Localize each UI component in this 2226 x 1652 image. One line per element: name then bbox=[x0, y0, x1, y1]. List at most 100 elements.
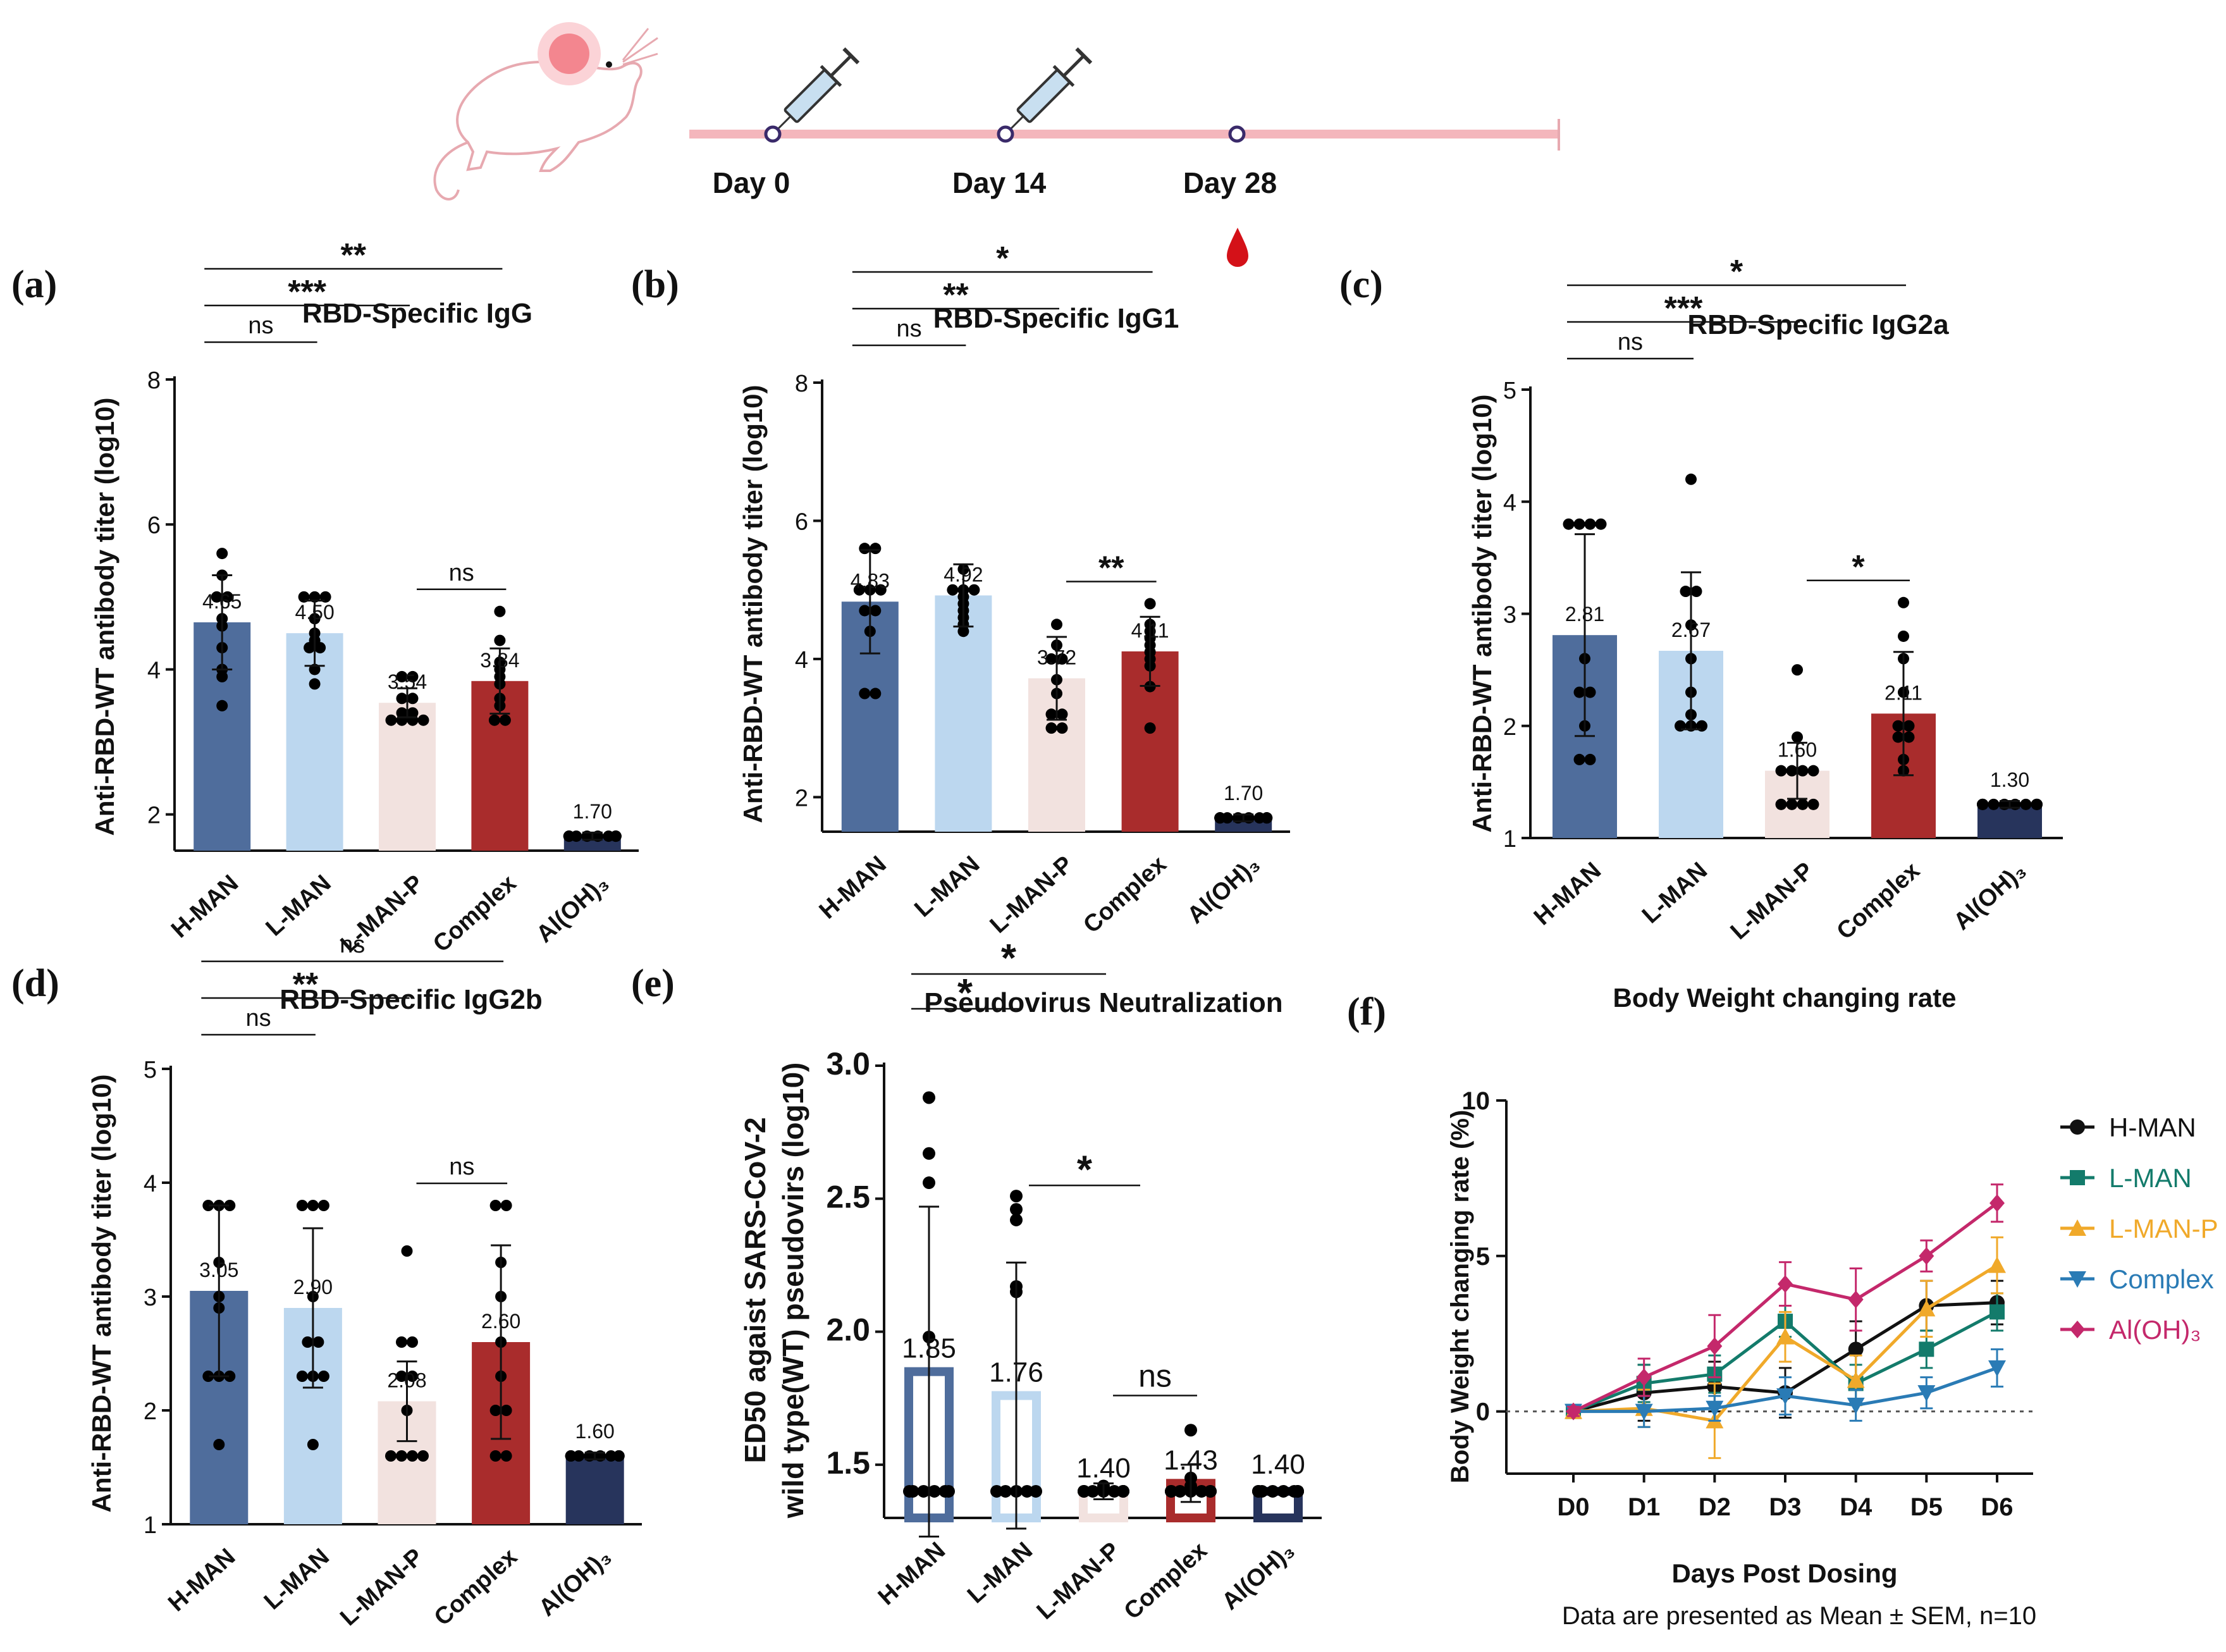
data-point bbox=[1786, 765, 1798, 777]
series-marker bbox=[1917, 1385, 1936, 1402]
chart-title: RBD-Specific IgG2a bbox=[1687, 309, 1949, 340]
data-point bbox=[494, 634, 506, 646]
data-point bbox=[957, 626, 969, 638]
data-point bbox=[307, 1200, 319, 1211]
data-label: 2.67 bbox=[1671, 619, 1711, 641]
line-series bbox=[1566, 1183, 2005, 1421]
y-tick-label: 6 bbox=[795, 509, 808, 535]
data-point bbox=[870, 543, 882, 555]
data-point bbox=[499, 714, 511, 726]
data-point bbox=[1117, 1484, 1129, 1498]
data-point bbox=[870, 605, 882, 617]
data-point bbox=[396, 1450, 407, 1462]
category-label: H-MAN bbox=[163, 1543, 240, 1617]
category-label: Al(OH)₃ bbox=[531, 870, 614, 947]
chart-title: RBD-Specific IgG1 bbox=[933, 303, 1179, 334]
y-tick-label: 1.5 bbox=[826, 1445, 870, 1481]
category-label: H-MAN bbox=[815, 851, 892, 924]
data-label: 2.11 bbox=[1885, 681, 1922, 704]
data-point bbox=[990, 1484, 1003, 1498]
data-point bbox=[1775, 798, 1787, 810]
data-point bbox=[1108, 1484, 1121, 1498]
data-point bbox=[1010, 1203, 1023, 1216]
data-point bbox=[1898, 596, 1909, 608]
data-point bbox=[859, 605, 871, 617]
series-marker bbox=[1566, 1402, 1581, 1421]
data-point bbox=[859, 687, 871, 700]
data-point bbox=[407, 714, 419, 726]
data-label: 1.40 bbox=[1251, 1449, 1305, 1480]
chart-igg: RBD-Specific IgG Anti-RBD-WT antibody tit… bbox=[90, 237, 639, 958]
data-point bbox=[1195, 1484, 1208, 1498]
data-point bbox=[928, 1484, 941, 1498]
data-point bbox=[859, 543, 871, 555]
data-point bbox=[202, 1200, 214, 1211]
data-point bbox=[396, 1336, 407, 1348]
data-point bbox=[396, 714, 408, 726]
category-label: H-MAN bbox=[873, 1537, 950, 1610]
significance-label: ** bbox=[1098, 550, 1124, 587]
bar bbox=[565, 1456, 624, 1524]
y-tick-label: 2.0 bbox=[826, 1312, 870, 1348]
y-tick-label: 2 bbox=[795, 785, 808, 811]
data-point bbox=[1078, 1484, 1090, 1498]
data-point bbox=[221, 591, 233, 603]
data-point bbox=[500, 1405, 512, 1416]
data-point bbox=[407, 1450, 418, 1462]
data-point bbox=[1086, 1484, 1099, 1498]
panel-label-d: (d) bbox=[11, 962, 59, 1005]
legend-label: L-MAN-P bbox=[2109, 1214, 2218, 1243]
category-label: H-MAN bbox=[1529, 857, 1606, 930]
data-point bbox=[1584, 753, 1596, 765]
y-tick-label: 1 bbox=[1503, 826, 1516, 853]
significance-label: ** bbox=[943, 277, 969, 314]
series-marker bbox=[1776, 1388, 1794, 1405]
data-point bbox=[224, 1200, 236, 1211]
chart-pseudovirus-neutralization: Pseudovirus Neutralization ED50 agaist SA… bbox=[739, 937, 1322, 1625]
data-point bbox=[489, 1200, 501, 1211]
category-label: L-MAN bbox=[909, 851, 985, 922]
data-point bbox=[304, 642, 316, 654]
series-marker bbox=[1919, 1341, 1934, 1357]
data-label: 1.40 bbox=[1076, 1453, 1131, 1484]
data-point bbox=[1903, 731, 1915, 743]
data-point bbox=[1892, 720, 1904, 732]
significance-label: ** bbox=[341, 237, 367, 274]
data-point bbox=[489, 1450, 501, 1462]
category-label: Al(OH)₃ bbox=[1183, 851, 1265, 928]
data-point bbox=[1573, 518, 1585, 530]
category-label: L-MAN-P bbox=[335, 1543, 428, 1631]
significance-label: *** bbox=[1664, 290, 1703, 327]
category-label: L-MAN bbox=[259, 1543, 335, 1615]
data-point bbox=[875, 584, 887, 596]
mouse-icon bbox=[433, 22, 658, 200]
series-marker bbox=[1707, 1337, 1723, 1355]
syringe-icon bbox=[772, 47, 860, 135]
data-point bbox=[917, 1484, 930, 1498]
data-point bbox=[396, 693, 408, 705]
data-point bbox=[1045, 722, 1057, 734]
bar bbox=[379, 703, 436, 851]
x-tick-label: D2 bbox=[1699, 1493, 1731, 1521]
data-point bbox=[296, 1200, 308, 1211]
series-marker bbox=[1635, 1403, 1653, 1421]
data-point bbox=[302, 1336, 314, 1348]
data-point bbox=[312, 1336, 324, 1348]
data-label: 4.92 bbox=[944, 563, 983, 586]
significance-label: * bbox=[1852, 549, 1865, 586]
data-point bbox=[1690, 586, 1702, 598]
category-label: Complex bbox=[1832, 857, 1925, 945]
data-point bbox=[1563, 518, 1575, 530]
category-label: H-MAN bbox=[166, 870, 243, 943]
data-label: 1.70 bbox=[1224, 782, 1263, 804]
data-point bbox=[923, 1147, 935, 1160]
data-label: 1.76 bbox=[989, 1357, 1043, 1388]
x-axis-label: Days Post Dosing bbox=[1671, 1558, 1897, 1588]
chart-igg1: RBD-Specific IgG1 Anti-RBD-WT antibody ti… bbox=[738, 240, 1290, 939]
data-point bbox=[1204, 1484, 1217, 1498]
significance-label: ns bbox=[1138, 1359, 1172, 1394]
data-point bbox=[906, 1484, 919, 1498]
data-point bbox=[396, 670, 408, 682]
data-point bbox=[573, 1450, 585, 1462]
data-point bbox=[500, 1450, 512, 1462]
